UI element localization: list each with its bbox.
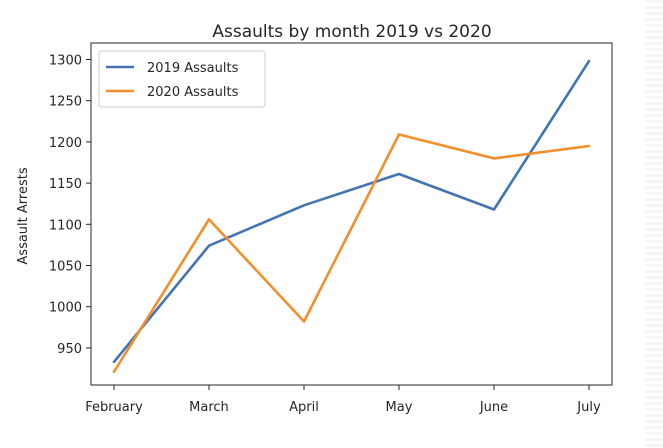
x-tick-label: May bbox=[386, 400, 413, 415]
y-axis: 950 1000 1050 1100 1150 1200 1250 1300 bbox=[49, 53, 91, 357]
y-axis-label: Assault Arrests bbox=[16, 167, 31, 264]
legend-box bbox=[98, 50, 266, 108]
edge-strip bbox=[645, 0, 663, 448]
legend: 2019 Assaults 2020 Assaults bbox=[98, 50, 266, 108]
x-tick-label: February bbox=[85, 400, 143, 415]
chart-title: Assaults by month 2019 vs 2020 bbox=[212, 22, 491, 42]
y-tick-label: 1150 bbox=[49, 177, 82, 192]
series-line-2 bbox=[112, 133, 591, 374]
y-tick-label: 1000 bbox=[49, 301, 82, 316]
plot-frame bbox=[90, 42, 613, 386]
x-tick-label: July bbox=[576, 400, 601, 415]
x-tick-label: March bbox=[189, 400, 229, 415]
x-tick-label: June bbox=[479, 400, 508, 415]
plot-area bbox=[112, 59, 591, 374]
x-axis: February March April May June July bbox=[85, 385, 601, 415]
legend-label-1: 2019 Assaults bbox=[147, 61, 239, 76]
series-line-1 bbox=[112, 59, 591, 364]
y-tick-label: 1300 bbox=[49, 53, 82, 68]
y-tick-label: 1200 bbox=[49, 136, 82, 151]
y-tick-label: 950 bbox=[57, 342, 82, 357]
y-tick-label: 1250 bbox=[49, 95, 82, 110]
legend-label-2: 2020 Assaults bbox=[147, 85, 239, 100]
x-tick-label: April bbox=[289, 400, 319, 415]
y-tick-label: 1100 bbox=[49, 218, 82, 233]
y-tick-label: 1050 bbox=[49, 260, 82, 275]
